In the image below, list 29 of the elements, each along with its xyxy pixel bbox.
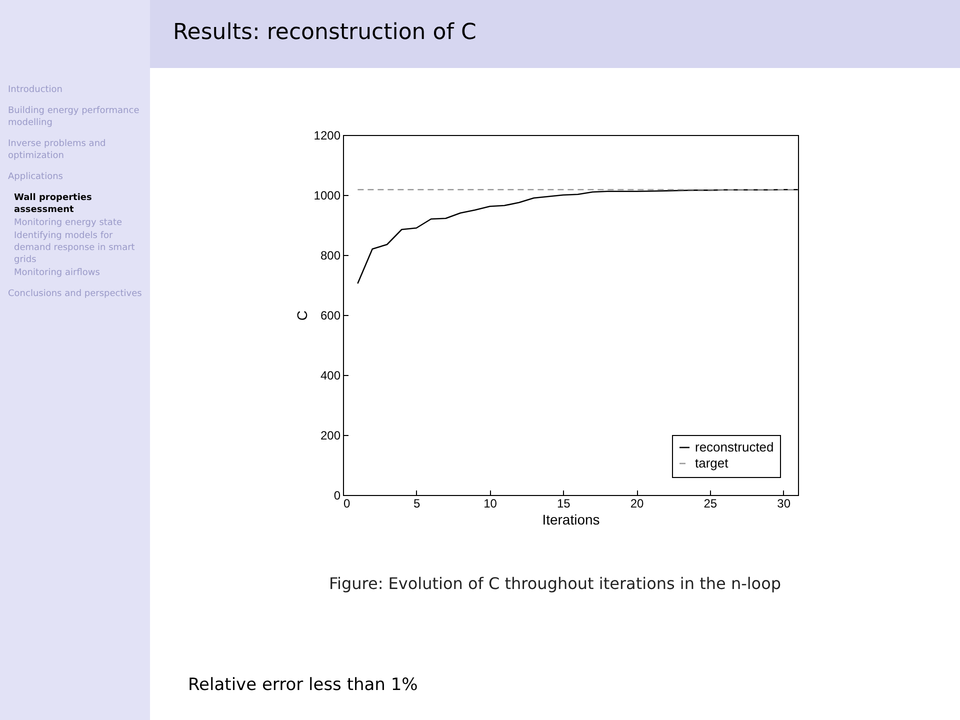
x-tick-label: 0 — [344, 496, 350, 510]
legend-label: reconstructed — [695, 440, 774, 454]
x-tick-label: 5 — [414, 496, 421, 510]
text: Applications — [8, 171, 64, 183]
y-axis-title: C — [294, 310, 310, 321]
x-tick-label: 25 — [704, 496, 718, 510]
x-tick-label: 15 — [556, 496, 571, 510]
text: Figure: Evolution of C throughout iterations in the n-loop — [328, 574, 782, 593]
y-tick-label: 200 — [320, 428, 341, 442]
x-tick-label: 30 — [777, 496, 791, 510]
x-axis-title: Iterations — [542, 512, 600, 528]
x-tick-label: 20 — [630, 496, 644, 510]
y-tick-label: 1000 — [314, 188, 341, 202]
text: Wall properties assessment — [13, 192, 93, 216]
text: Building energy performance modelling — [8, 105, 140, 129]
y-tick-label: 400 — [320, 368, 341, 382]
x-tick-label: 10 — [484, 496, 498, 510]
text: Introduction — [8, 84, 64, 96]
text: Conclusions and perspectives — [8, 288, 143, 300]
chart-title: Results: reconstruction of C — [173, 20, 476, 45]
y-tick-label: 1200 — [314, 128, 341, 142]
legend-label: target — [695, 456, 729, 470]
text: Relative error less than 1% — [188, 675, 418, 695]
y-tick-label: 800 — [320, 248, 341, 262]
text: Inverse problems and optimization — [8, 138, 107, 162]
text: Monitoring airflows — [13, 267, 101, 279]
text: Monitoring energy state — [13, 217, 124, 229]
y-tick-label: 600 — [320, 308, 341, 322]
text: Identifying models for demand response in smart grids — [13, 230, 136, 266]
